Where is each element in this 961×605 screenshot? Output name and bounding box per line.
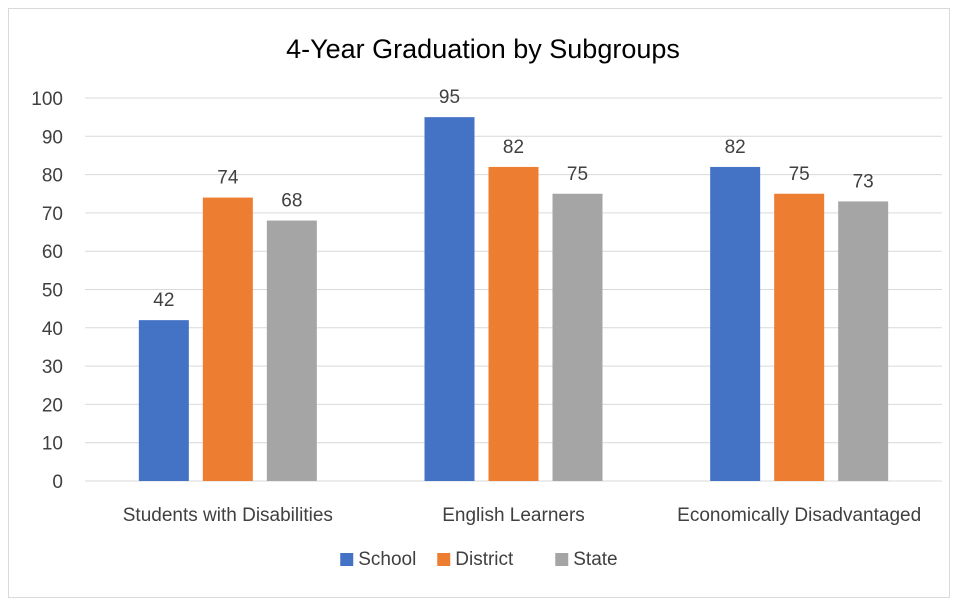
y-tick-label: 60 bbox=[42, 242, 63, 263]
chart-title: 4-Year Graduation by Subgroups bbox=[286, 34, 680, 64]
y-tick-label: 10 bbox=[42, 434, 63, 455]
data-label: 42 bbox=[153, 290, 174, 311]
y-tick-label: 90 bbox=[42, 127, 63, 148]
bar-state bbox=[266, 220, 317, 481]
y-tick-label: 0 bbox=[52, 472, 63, 493]
legend-label: State bbox=[573, 549, 617, 570]
data-label: 82 bbox=[503, 137, 524, 158]
bars bbox=[138, 117, 889, 482]
legend: School District State bbox=[340, 549, 618, 570]
category-label: English Learners bbox=[442, 505, 585, 526]
bar-district bbox=[202, 197, 253, 481]
data-label: 82 bbox=[725, 137, 746, 158]
data-label: 95 bbox=[439, 87, 460, 108]
category-labels: Students with Disabilities English Learne… bbox=[123, 505, 921, 526]
data-label: 75 bbox=[789, 164, 810, 185]
y-tick-label: 30 bbox=[42, 357, 63, 378]
data-label: 68 bbox=[281, 191, 302, 212]
y-tick-label: 40 bbox=[42, 319, 63, 340]
legend-swatch bbox=[437, 553, 451, 566]
legend-item-school: School bbox=[340, 549, 416, 570]
data-labels: 42 74 68 95 82 75 82 75 73 bbox=[153, 87, 873, 311]
y-tick-label: 50 bbox=[42, 281, 63, 302]
data-label: 74 bbox=[217, 168, 239, 189]
bar-state bbox=[552, 193, 603, 481]
bar-state bbox=[838, 201, 889, 481]
y-axis-ticks: 0 10 20 30 40 50 60 70 80 90 100 bbox=[31, 89, 63, 493]
legend-swatch bbox=[340, 553, 354, 566]
category-label: Economically Disadvantaged bbox=[677, 505, 921, 526]
y-tick-label: 80 bbox=[42, 166, 63, 187]
y-tick-label: 100 bbox=[31, 89, 63, 110]
bar-district bbox=[774, 193, 825, 481]
y-tick-label: 20 bbox=[42, 395, 63, 416]
bar-school bbox=[424, 117, 475, 482]
legend-item-district: District bbox=[437, 549, 514, 570]
y-tick-label: 70 bbox=[42, 204, 63, 225]
category-label: Students with Disabilities bbox=[123, 505, 333, 526]
data-label: 73 bbox=[853, 171, 874, 192]
legend-swatch bbox=[555, 553, 569, 566]
legend-item-state: State bbox=[555, 549, 618, 570]
data-label: 75 bbox=[567, 164, 588, 185]
legend-label: District bbox=[455, 549, 514, 570]
bar-district bbox=[488, 166, 539, 481]
legend-label: School bbox=[358, 549, 416, 570]
bar-school bbox=[138, 320, 189, 481]
bar-school bbox=[710, 166, 761, 481]
